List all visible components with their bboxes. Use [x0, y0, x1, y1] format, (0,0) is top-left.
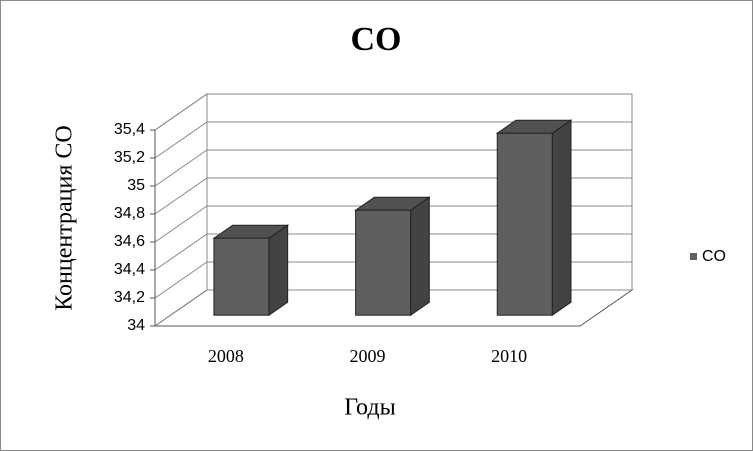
bar-side [551, 119, 572, 317]
legend-swatch [690, 253, 697, 260]
bar-side [410, 196, 430, 317]
x-tick-label: 2010 [491, 346, 527, 366]
bar [355, 209, 412, 316]
grid-line [154, 289, 632, 327]
y-tick-label: 34 [127, 317, 145, 334]
grid-line [154, 177, 632, 215]
legend-label: CO [702, 248, 726, 265]
plot-area: 34 34,2 34,4 34,6 34,8 35 35,2 35,4 2008 2009 2010 [114, 93, 634, 366]
bar-side [268, 224, 289, 317]
y-axis-label: Концентрация CO [52, 125, 78, 311]
grid-line [154, 205, 632, 243]
y-tick-label: 35,2 [114, 149, 145, 166]
grid-line [154, 149, 632, 187]
bar [496, 132, 553, 316]
y-tick-label: 35 [127, 177, 145, 194]
side-wall [154, 93, 208, 327]
x-tick-label: 2008 [208, 346, 244, 366]
y-tick-label: 34,4 [114, 261, 145, 278]
grid-line [154, 93, 632, 131]
bar [213, 237, 270, 316]
chart-title: CO [351, 21, 402, 58]
grid-line [154, 233, 632, 271]
y-tick-label: 34,2 [114, 289, 145, 306]
grid-line [154, 121, 632, 159]
y-tick-label: 35,4 [114, 121, 145, 138]
y-tick-label: 34,6 [114, 233, 145, 250]
y-tick-label: 34,8 [114, 205, 145, 222]
x-tick-label: 2009 [350, 346, 386, 366]
grid-line [154, 261, 632, 299]
x-axis-label: Годы [344, 395, 395, 421]
